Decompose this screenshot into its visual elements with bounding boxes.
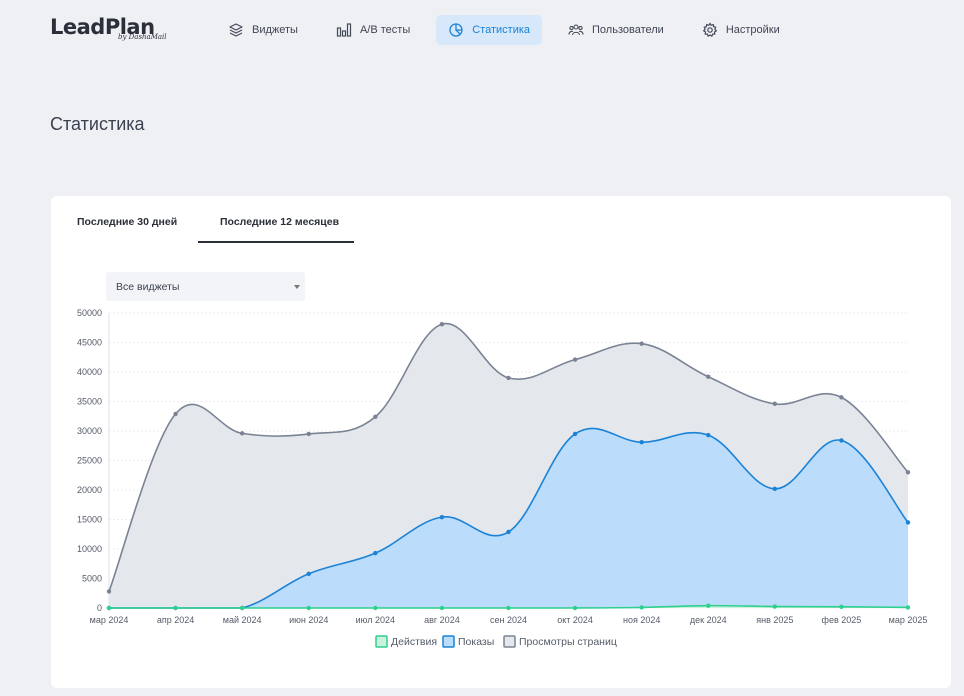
top-header: LeadPlan by DashaMail Виджеты A/B тесты …: [0, 0, 964, 62]
y-tick-label: 15000: [77, 515, 102, 525]
widget-select-value: Все виджеты: [116, 281, 180, 293]
data-point-impressions: [306, 571, 311, 576]
legend-swatch-page-views: [503, 635, 516, 648]
data-point-page-views: [772, 401, 778, 407]
data-point-actions: [639, 605, 644, 610]
x-tick-label: сен 2024: [490, 615, 527, 625]
data-point-actions: [239, 605, 245, 611]
nav-item-label: Виджеты: [252, 24, 298, 36]
legend-swatch-actions: [375, 635, 388, 648]
data-point-page-views: [239, 431, 245, 436]
y-tick-label: 30000: [77, 426, 102, 436]
data-point-impressions: [706, 432, 711, 438]
data-point-impressions: [439, 514, 445, 520]
active-tab-indicator: [198, 241, 354, 243]
chevron-down-icon: [294, 285, 300, 289]
x-tick-label: июл 2024: [356, 615, 395, 625]
data-point-page-views: [905, 470, 911, 475]
layers-icon: [229, 23, 243, 37]
legend-label-impressions: Показы: [458, 636, 494, 648]
data-point-actions: [106, 605, 112, 611]
x-tick-label: авг 2024: [424, 615, 460, 625]
bar-chart-icon: [336, 23, 352, 37]
data-point-actions: [439, 605, 445, 611]
x-tick-label: мар 2024: [90, 615, 129, 625]
nav-item-settings[interactable]: Настройки: [690, 15, 792, 45]
period-tabs: Последние 30 дней Последние 12 месяцев: [51, 196, 951, 244]
y-tick-label: 35000: [77, 397, 102, 407]
data-point-actions: [373, 605, 378, 611]
x-tick-label: май 2024: [223, 615, 262, 625]
y-tick-label: 25000: [77, 456, 102, 466]
data-point-page-views: [506, 375, 511, 381]
nav-item-label: Настройки: [725, 24, 780, 36]
data-point-impressions: [839, 438, 844, 443]
users-icon: [568, 24, 584, 36]
data-point-page-views: [639, 341, 644, 346]
nav-item-label: Пользователи: [592, 24, 664, 36]
data-point-page-views: [572, 357, 578, 362]
data-point-actions: [306, 605, 311, 611]
data-point-page-views: [306, 431, 311, 437]
series-line-impressions: [109, 427, 909, 609]
x-tick-label: дек 2024: [690, 615, 727, 625]
y-tick-label: 5000: [82, 574, 102, 584]
data-point-page-views: [373, 414, 378, 420]
x-tick-label: мар 2025: [889, 615, 928, 625]
data-point-page-views: [439, 322, 445, 327]
x-tick-label: июн 2024: [289, 615, 328, 625]
x-tick-label: янв 2025: [756, 615, 793, 625]
data-point-actions: [839, 604, 844, 610]
statistics-chart: 0 5000 10000 15000 20000 25000 30000 35000 40000…: [77, 308, 928, 648]
y-tick-label: 20000: [77, 485, 102, 495]
nav-item-ab-tests[interactable]: A/B тесты: [324, 15, 422, 45]
data-point-impressions: [639, 440, 644, 445]
nav-item-users[interactable]: Пользователи: [556, 15, 676, 45]
data-point-actions: [706, 603, 711, 608]
data-point-actions: [173, 605, 178, 611]
data-point-impressions: [572, 431, 578, 437]
y-tick-label: 10000: [77, 544, 102, 554]
tab-last-30-days[interactable]: Последние 30 дней: [77, 216, 178, 228]
main-nav: Виджеты A/B тесты Статистика Пользовател…: [216, 15, 806, 45]
y-tick-label: 50000: [77, 308, 102, 318]
data-point-impressions: [905, 520, 911, 525]
legend-label-page-views: Просмотры страниц: [519, 636, 617, 648]
data-point-actions: [772, 604, 778, 609]
page-title: Статистика: [50, 114, 145, 134]
data-point-page-views: [839, 395, 844, 400]
x-tick-label: апр 2024: [157, 615, 194, 625]
statistics-card: Последние 30 дней Последние 12 месяцев В…: [51, 196, 951, 688]
widget-select[interactable]: Все виджеты: [106, 272, 305, 301]
nav-item-label: Статистика: [472, 24, 531, 36]
pie-chart-icon: [449, 23, 463, 37]
data-point-page-views: [173, 411, 178, 417]
y-tick-label: 40000: [77, 367, 102, 377]
x-tick-label: окт 2024: [557, 615, 593, 625]
tab-last-12-months[interactable]: Последние 12 месяцев: [220, 216, 340, 228]
gear-icon: [702, 22, 718, 37]
data-point-page-views: [106, 589, 112, 594]
nav-item-widgets[interactable]: Виджеты: [216, 15, 310, 45]
legend-swatch-impressions: [442, 635, 455, 648]
nav-item-label: A/B тесты: [359, 24, 411, 36]
nav-item-statistics[interactable]: Статистика: [436, 15, 543, 45]
legend-label-actions: Действия: [391, 636, 437, 648]
data-point-impressions: [373, 550, 378, 556]
x-tick-label: ноя 2024: [623, 615, 660, 625]
y-tick-label: 45000: [77, 338, 102, 348]
data-point-actions: [506, 605, 511, 611]
y-tick-label: 0: [97, 603, 102, 613]
x-tick-label: фев 2025: [822, 615, 862, 625]
logo-subtitle: by DashaMail: [118, 33, 167, 41]
logo-text: LeadPlan: [50, 15, 155, 39]
data-point-page-views: [706, 374, 711, 379]
data-point-actions: [905, 605, 911, 610]
logo[interactable]: LeadPlan by DashaMail: [50, 14, 167, 41]
series-area-impressions: [109, 428, 908, 608]
data-point-impressions: [772, 486, 778, 492]
data-point-impressions: [506, 529, 511, 535]
data-point-actions: [572, 605, 578, 611]
